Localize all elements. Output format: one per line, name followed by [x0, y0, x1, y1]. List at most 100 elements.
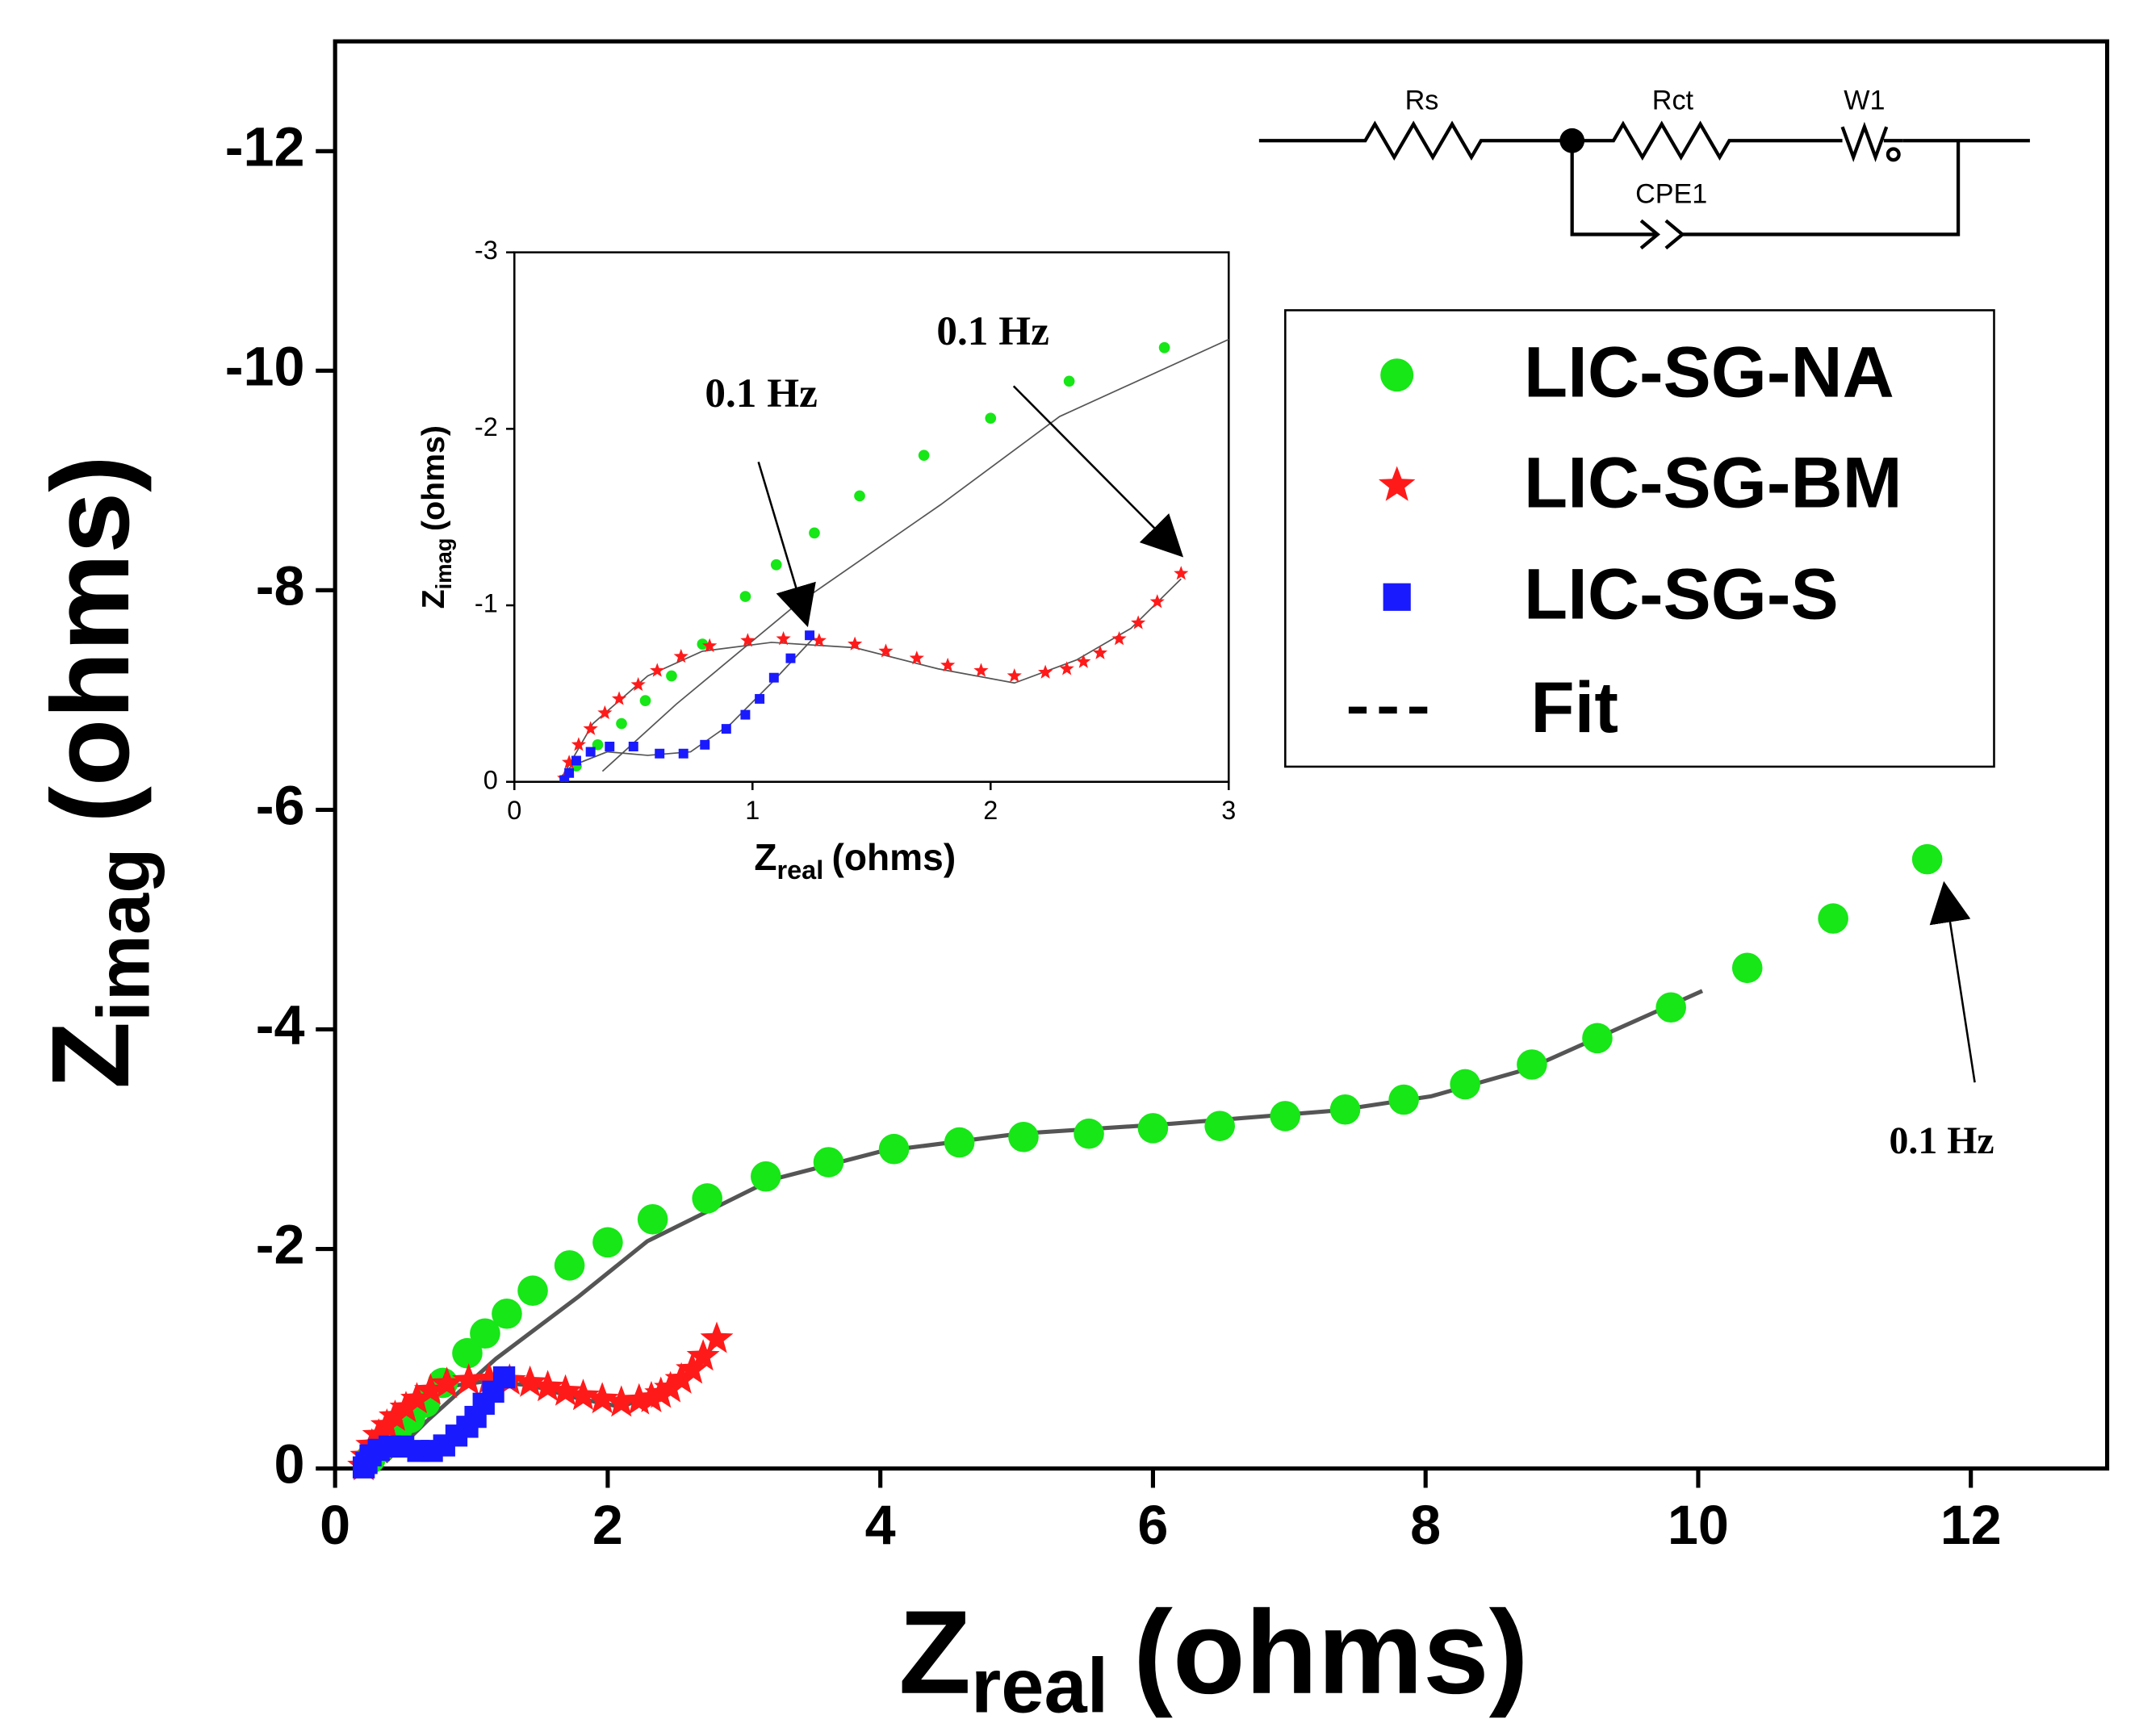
data-point: [628, 742, 638, 751]
data-point: [1371, 284, 1382, 295]
data-point: [1149, 594, 1165, 609]
data-point: [739, 591, 751, 602]
data-point: [650, 663, 665, 677]
annotation: 0.1 Hz: [936, 308, 1048, 354]
data-point: [692, 1183, 722, 1214]
legend: LIC-SG-NA LIC-SG-BM LIC-SG-S Fit: [1284, 309, 1995, 768]
data-point: [549, 1374, 583, 1406]
data-point: [1158, 341, 1170, 353]
circuit-wire: [1570, 140, 1961, 236]
data-point: [592, 1227, 623, 1258]
x-tick-label: 2: [592, 1495, 623, 1556]
y-tick-label: -8: [256, 555, 305, 617]
data-point: [811, 633, 827, 647]
data-point: [973, 663, 989, 677]
legend-label: Fit: [1530, 667, 1618, 747]
data-point: [1137, 1113, 1169, 1144]
data-point: [605, 742, 615, 751]
data-point: [702, 638, 718, 653]
data-point: [1270, 1101, 1301, 1132]
data-point: [1582, 1023, 1613, 1054]
data-point: [634, 1380, 668, 1412]
legend-label: LIC-SG-NA: [1524, 333, 1894, 412]
data-point: [654, 1370, 688, 1403]
data-point: [1008, 1121, 1039, 1152]
data-point: [492, 1366, 516, 1389]
data-point: [644, 1376, 678, 1408]
data-point: [664, 1362, 698, 1394]
legend-marker: [1380, 358, 1414, 392]
x-tick-label: 4: [865, 1495, 896, 1556]
y-tick-label: -2: [256, 1215, 305, 1276]
data-point: [686, 1339, 720, 1371]
data-point: [567, 1378, 600, 1411]
data-point: [1063, 375, 1075, 387]
data-point: [776, 631, 791, 646]
y-axis-title: Zimag(ohms): [28, 455, 165, 1089]
data-point: [1074, 1118, 1104, 1149]
circuit-label: CPE1: [1635, 179, 1707, 210]
data-point: [430, 1366, 464, 1399]
circuit-label: W1: [1844, 85, 1885, 115]
annotation-arrow: [757, 461, 816, 628]
annotation: 0.1 Hz: [705, 370, 818, 416]
data-point: [740, 633, 755, 647]
data-point: [944, 1127, 975, 1158]
data-point: [1731, 952, 1763, 984]
circuit-wire: [1258, 120, 2030, 161]
annotation-arrow: [1929, 881, 1976, 1083]
data-point: [1204, 1111, 1235, 1141]
data-point: [1711, 243, 1722, 254]
y-tick-label: -1: [475, 589, 498, 618]
legend-label: LIC-SG-BM: [1524, 442, 1902, 522]
data-point: [1092, 645, 1108, 659]
inset-axes: 0 1 2 3 0 -1 -2 -3: [475, 236, 1236, 825]
annotation: 0.1 Hz: [1889, 1119, 1994, 1162]
y-tick-label: -12: [225, 116, 305, 178]
data-point: [605, 1385, 638, 1417]
legend-label: LIC-SG-S: [1524, 554, 1839, 634]
x-tick-label: 3: [1221, 796, 1236, 825]
y-tick-label: 0: [483, 765, 498, 794]
data-point: [1655, 992, 1686, 1023]
cpe-element: [1639, 219, 1685, 250]
data-point: [721, 724, 731, 734]
data-point: [878, 1133, 910, 1165]
data-point: [637, 1203, 668, 1235]
data-point: [678, 748, 689, 759]
data-point: [1262, 307, 1273, 318]
data-point: [768, 672, 779, 683]
data-point: [559, 775, 570, 782]
x-tick-label: 8: [1410, 1495, 1441, 1556]
data-point: [918, 450, 930, 461]
data-point: [755, 693, 765, 704]
main-plot: [347, 843, 1943, 1481]
data-point: [1007, 667, 1022, 683]
circuit-diagram: [1258, 120, 2030, 250]
data-point: [472, 1362, 506, 1394]
x-axis-title: Zreal (ohms): [898, 1587, 1528, 1730]
y-tick-label: 0: [274, 1434, 305, 1495]
data-point: [1485, 263, 1496, 274]
data-point: [611, 691, 627, 705]
data-point: [1174, 566, 1189, 580]
data-point: [1388, 1084, 1419, 1115]
data-point: [400, 1382, 433, 1414]
data-point: [1911, 843, 1943, 875]
data-point: [513, 1365, 547, 1397]
y-tick-label: -3: [475, 236, 498, 265]
data-point: [1818, 903, 1848, 934]
data-point: [492, 1298, 522, 1329]
data-point: [1517, 1049, 1547, 1080]
data-point: [1131, 615, 1146, 630]
data-point: [785, 653, 796, 663]
x-tick-label: 2: [983, 796, 998, 825]
x-tick-label: 0: [320, 1495, 350, 1556]
data-point: [809, 527, 820, 539]
data-point: [854, 490, 865, 502]
data-point: [585, 1382, 619, 1414]
data-point: [517, 1275, 548, 1306]
data-point: [1600, 252, 1611, 263]
data-point: [676, 1352, 709, 1384]
